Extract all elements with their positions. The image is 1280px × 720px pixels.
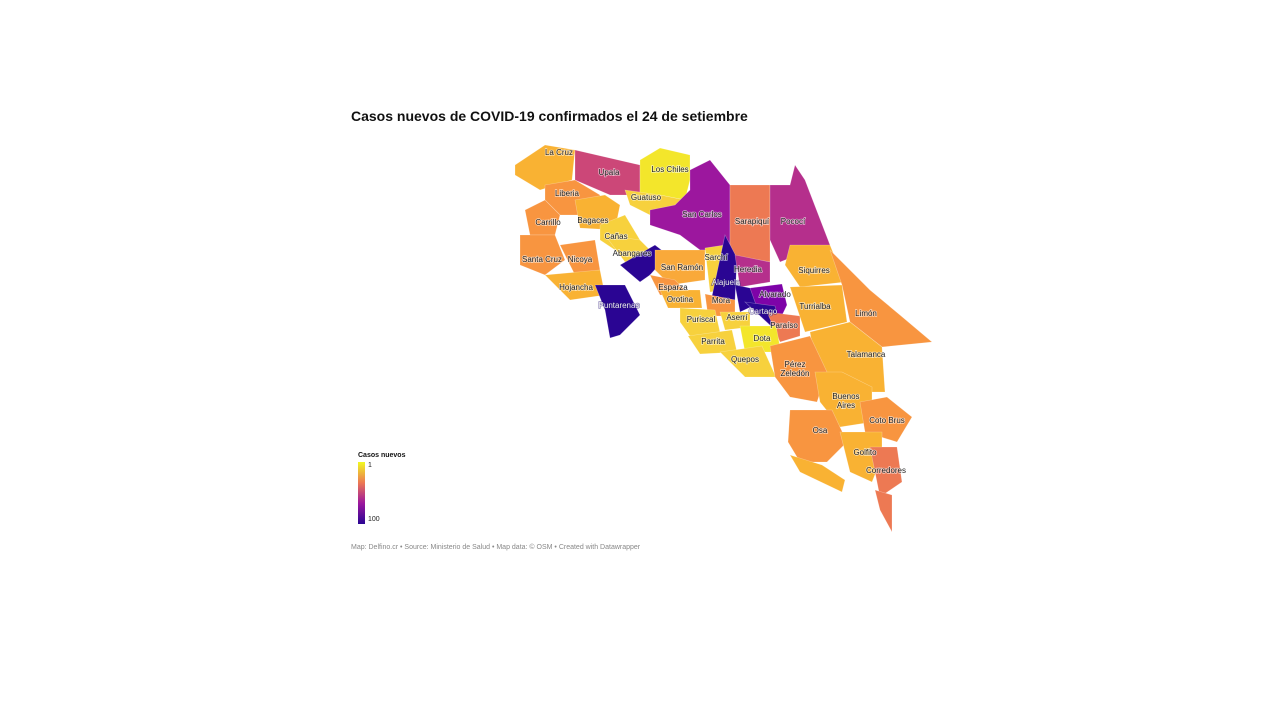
legend-color-scale [358,462,365,524]
region-label: Corredores [866,466,906,475]
region-label: Alajuela [712,278,741,287]
region-la-cruz[interactable] [514,144,576,191]
region-label: Sarapiquí [735,217,770,226]
region-label: Coto Brus [869,416,905,425]
region-label: Upala [599,168,620,177]
region-bagaces[interactable] [574,194,621,231]
region-label: Aserrí [726,313,748,322]
region-label: Buenos Aires [832,392,859,410]
region-san-carlos[interactable] [649,159,731,251]
legend-min-label: 1 [368,462,372,469]
region-label: Los Chiles [651,165,688,174]
region-label: Golfito [853,448,877,457]
region-label: Puriscal [687,315,716,324]
region-orotina[interactable] [659,289,703,309]
region-label: Sarchí [704,253,728,262]
region-label: Osa [813,426,828,435]
region-carrillo[interactable] [524,199,561,236]
region-corredores[interactable] [874,489,893,533]
region-turrialba[interactable] [789,284,848,333]
region-label: Talamanca [847,350,886,359]
region-label: Nicoya [568,255,593,264]
region-label: Pérez Zeledón [781,360,810,378]
region-heredia[interactable] [734,254,771,288]
region-label: Pococí [781,217,806,226]
region-label: Alvarado [759,290,791,299]
region-label: Carrillo [535,218,561,227]
map-title: Casos nuevos de COVID-19 confirmados el … [351,108,748,124]
region-label: Santa Cruz [522,255,562,264]
region-label: Siquirres [798,266,830,275]
legend-max-label: 100 [368,516,380,523]
region-label: Hojancha [559,283,593,292]
region-label: Turrialba [799,302,831,311]
region-label: Puntarenas [599,301,640,310]
region-label: La Cruz [545,148,573,157]
region-label: Orotina [667,295,694,304]
region-santa-cruz[interactable] [519,234,566,276]
region-perez-zeledon[interactable] [769,335,828,403]
region-corredores[interactable] [869,446,903,498]
region-label: Bagaces [577,216,608,225]
region-label: Limón [855,309,877,318]
region-label: Dota [754,334,771,343]
region-upala[interactable] [574,149,641,196]
region-label: Liberia [555,189,580,198]
region-label: San Carlos [682,210,722,219]
region-label: Paraíso [770,321,798,330]
region-siquirres[interactable] [784,244,846,288]
legend-title: Casos nuevos [358,452,406,459]
region-golfito[interactable] [789,454,846,493]
region-label: Cartago [749,307,778,316]
region-label: Abangares [613,249,652,258]
region-osa[interactable] [787,409,848,463]
region-label: San Ramón [661,263,703,272]
source-footer: Map: Delfino.cr • Source: Ministerio de … [351,544,641,551]
region-label: Cañas [604,232,627,241]
region-puntarenas[interactable] [594,284,641,339]
region-label: Mora [712,296,731,305]
region-label: Esparza [658,283,688,292]
region-coto-brus[interactable] [859,396,913,443]
region-limon[interactable] [829,249,933,348]
region-label: Heredia [734,265,763,274]
region-label: Quepos [731,355,759,364]
region-san-ramon[interactable] [654,249,706,286]
region-label: Guatuso [631,193,662,202]
region-label: Parrita [701,337,725,346]
